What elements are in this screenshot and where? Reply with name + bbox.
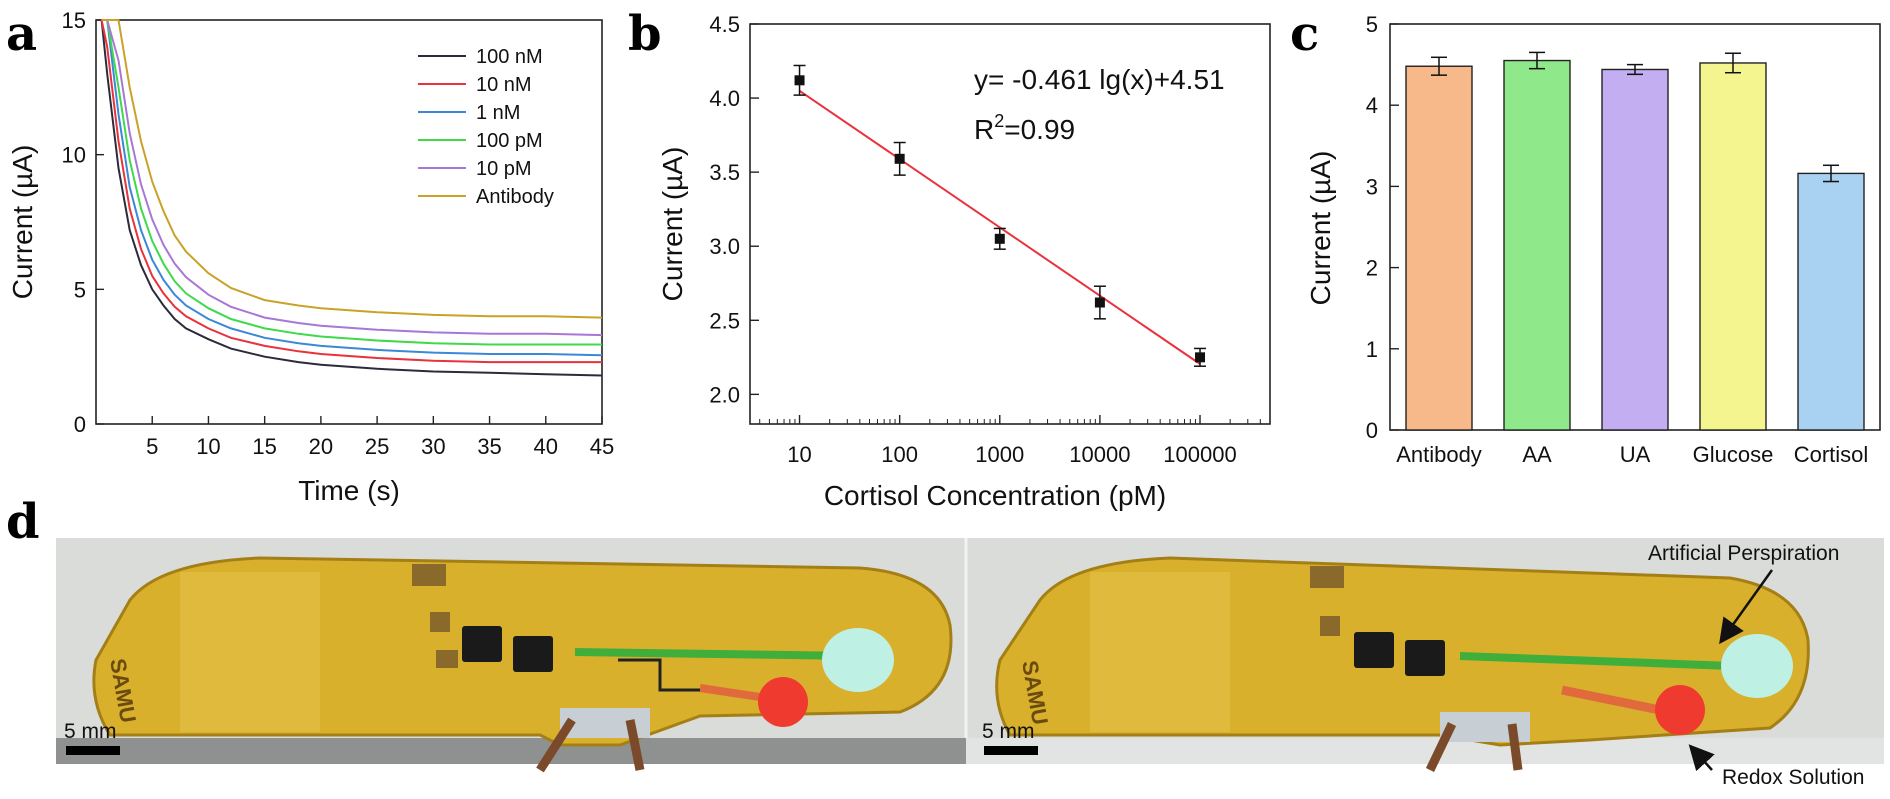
x-tick-label: Cortisol (1794, 442, 1869, 467)
chart-b-r-squared: R2=0.99 (974, 111, 1075, 145)
chart-b-equation: y= -0.461 lg(x)+4.51 (974, 64, 1225, 95)
x-tick-label: 45 (590, 434, 614, 459)
scale-bar-label-right: 5 mm (982, 720, 1035, 743)
chart-a-ticks: 5 10 15 20 25 30 35 40 45 0 5 10 15 (62, 8, 615, 459)
series-line (101, 19, 602, 346)
panel-label-c: c (1290, 6, 1319, 62)
bar (1797, 172, 1865, 431)
data-point (794, 75, 805, 86)
annotation-redox-solution: Redox Solution (1722, 766, 1864, 789)
y-tick-label: 3.0 (709, 234, 740, 259)
device-photo-left: SAMU 5 mm (56, 556, 966, 773)
panel-label-d: d (6, 494, 40, 550)
chart-b-fit-line (798, 89, 1201, 365)
x-tick-label: Antibody (1396, 442, 1482, 467)
device-photo-right: SAMU 5 mm Artificial Perspiration Redox … (966, 542, 1884, 789)
x-tick-label: 10 (196, 434, 220, 459)
plot-frame-b (749, 23, 1271, 425)
data-point (894, 153, 905, 164)
y-tick-label: 5 (1366, 12, 1378, 37)
x-tick-label: 40 (534, 434, 558, 459)
legend-label: 100 pM (476, 130, 543, 152)
chart-b-xlabel: Cortisol Concentration (pM) (824, 480, 1166, 511)
reference-electrode-left (758, 677, 808, 727)
arrow-redox-solution (1688, 744, 1715, 772)
bar (1601, 68, 1669, 431)
bar (1503, 59, 1571, 431)
legend-label: 10 nM (476, 74, 532, 96)
y-tick-label: 0 (1366, 418, 1378, 443)
legend-label: 1 nM (476, 102, 520, 124)
panel-label-b: b (628, 6, 662, 62)
reference-electrode-right (1655, 685, 1705, 735)
sensor-electrode-right (1721, 634, 1793, 698)
x-tick-label: 25 (365, 434, 389, 459)
series-line (101, 19, 603, 319)
y-tick-label: 4.5 (709, 12, 740, 37)
x-tick-label: 100 (881, 442, 918, 467)
y-tick-label: 3.5 (709, 160, 740, 185)
series-line (100, 19, 603, 377)
plot-frame-a (95, 19, 603, 425)
y-tick-label: 0 (74, 412, 86, 437)
chart-b-points (793, 64, 1207, 367)
chart-c-ticks: 0 1 2 3 4 5 Antibody AA UA Glucose Cortisol (1366, 12, 1869, 467)
chart-a-xlabel: Time (s) (298, 475, 400, 506)
chart-a-series (100, 19, 603, 377)
chart-a-legend: 100 nM 10 nM 1 nM 100 pM 10 pM Antibody (418, 46, 554, 208)
x-tick-label: 30 (421, 434, 445, 459)
bar (1699, 62, 1767, 431)
x-tick-label: 1000 (975, 442, 1024, 467)
data-point (1195, 352, 1206, 363)
chart-a-ylabel: Current (µA) (7, 145, 38, 300)
x-tick-label: 20 (309, 434, 333, 459)
x-tick-label: UA (1620, 442, 1651, 467)
scale-bar-right (984, 746, 1038, 755)
scale-bar-label-left: 5 mm (64, 720, 117, 743)
chart-c-ylabel: Current (µA) (1305, 151, 1336, 306)
y-tick-label: 10 (62, 143, 86, 168)
scale-bar-left (66, 746, 120, 755)
x-tick-label: 100000 (1163, 442, 1236, 467)
chart-b-ticks: 10 100 1000 10000 100000 2.0 2.5 3.0 3.5 4.0 4.5 (709, 12, 1261, 467)
y-tick-label: 2 (1366, 256, 1378, 281)
x-tick-label: 5 (146, 434, 158, 459)
x-tick-label: AA (1522, 442, 1552, 467)
y-tick-label: 4 (1366, 93, 1378, 118)
y-tick-label: 15 (62, 8, 86, 33)
x-tick-label: 10 (787, 442, 811, 467)
y-tick-label: 5 (74, 277, 86, 302)
panel-d-photographs: SAMU 5 mm SAMU 5 mm Artificial Perspirat… (56, 538, 1884, 789)
y-tick-label: 3 (1366, 174, 1378, 199)
series-line (100, 19, 602, 364)
y-tick-label: 2.0 (709, 382, 740, 407)
series-line (101, 19, 603, 337)
data-point (994, 233, 1005, 244)
chart-b-calibration: 10 100 1000 10000 100000 2.0 2.5 3.0 3.5 4.0 4.5 y… (657, 12, 1271, 511)
arrow-artificial-perspiration (1719, 569, 1774, 645)
fit-line (798, 89, 1201, 365)
annotation-artificial-perspiration: Artificial Perspiration (1648, 542, 1839, 565)
bar (1405, 65, 1473, 431)
chart-c-bars (1405, 51, 1865, 431)
chart-c-selectivity: 0 1 2 3 4 5 Antibody AA UA Glucose Cortisol Curren… (1305, 12, 1881, 467)
y-tick-label: 1 (1366, 337, 1378, 362)
chart-b-ylabel: Current (µA) (657, 147, 688, 302)
legend-label: 10 pM (476, 158, 532, 180)
panel-label-a: a (6, 6, 37, 62)
x-tick-label: 10000 (1069, 442, 1130, 467)
x-tick-label: Glucose (1693, 442, 1774, 467)
data-point (1094, 297, 1105, 308)
x-tick-label: 35 (477, 434, 501, 459)
series-line (101, 19, 603, 357)
legend-label: 100 nM (476, 46, 543, 68)
legend-label: Antibody (476, 186, 554, 208)
y-tick-label: 4.0 (709, 86, 740, 111)
y-tick-label: 2.5 (709, 308, 740, 333)
sensor-electrode-left (822, 628, 894, 692)
x-tick-label: 15 (252, 434, 276, 459)
